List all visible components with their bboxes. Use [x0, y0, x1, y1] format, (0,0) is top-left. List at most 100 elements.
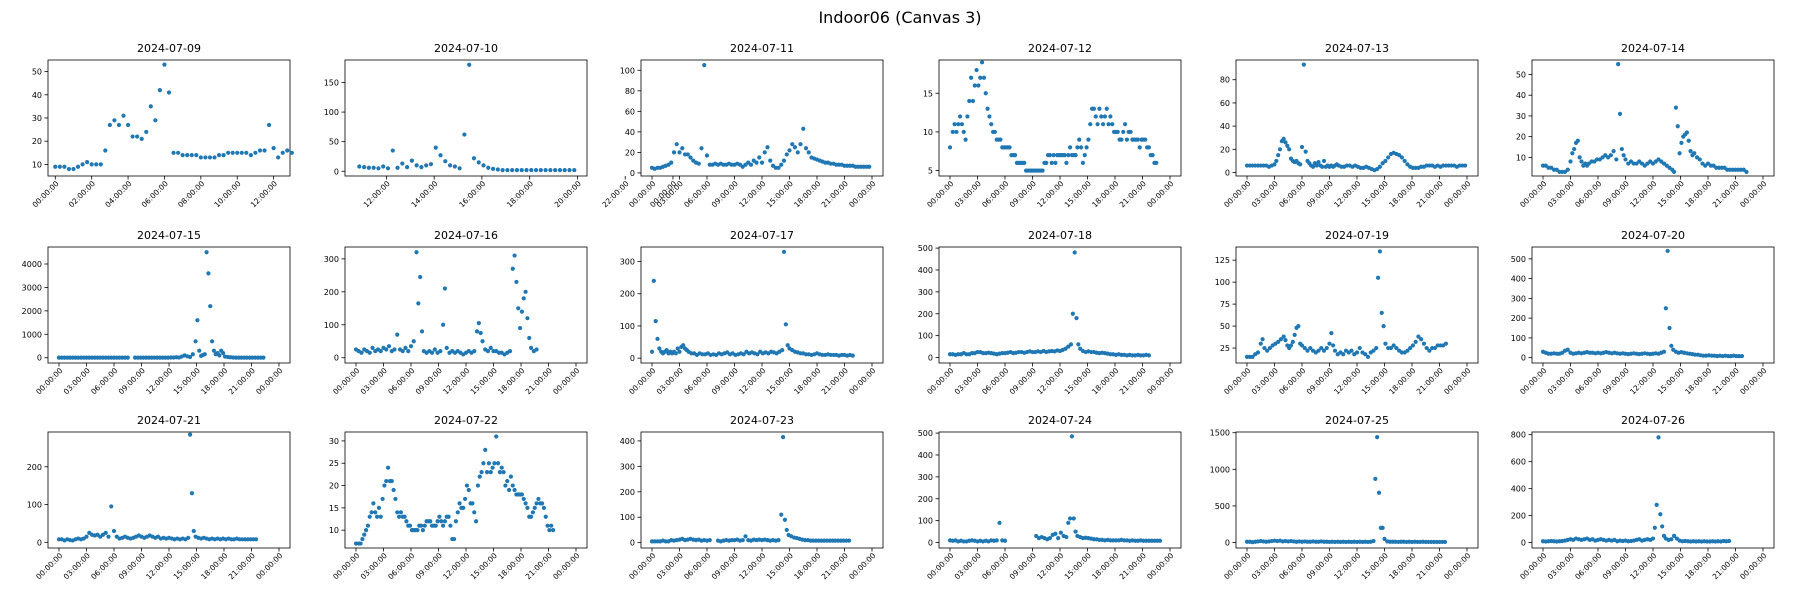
axes-frame — [344, 246, 588, 364]
data-point — [490, 166, 496, 171]
axes-frame — [938, 246, 1182, 364]
x-tick-label: 15:00:00 — [1656, 551, 1686, 581]
y-tick-label: 25 — [1220, 344, 1230, 353]
x-tick-label: 21:00:00 — [820, 366, 850, 396]
data-point — [62, 164, 67, 169]
data-point — [989, 122, 994, 127]
data-point — [385, 465, 391, 470]
data-point — [442, 286, 448, 291]
data-point — [961, 129, 966, 135]
data-point — [1679, 140, 1684, 145]
data-point — [1443, 341, 1449, 346]
data-point — [390, 148, 395, 153]
x-tick-label: 04:00:00 — [103, 179, 133, 209]
data-point — [536, 496, 541, 502]
data-point — [762, 150, 767, 155]
data-point — [994, 538, 999, 543]
subplot-2024-07-17: 2024-07-17010020030000:00:0003:00:0006:0… — [620, 229, 884, 396]
data-point — [792, 145, 798, 150]
y-tick-label: 200 — [918, 310, 933, 319]
x-tick-label: 00:00:00 — [1738, 551, 1768, 581]
x-tick-label: 21:00:00 — [820, 179, 850, 209]
data-point — [478, 330, 483, 336]
x-tick-label: 20:00:00 — [553, 179, 583, 209]
data-point — [195, 318, 200, 323]
x-tick-label: 18:00:00 — [1090, 551, 1120, 581]
x-tick-label: 21:00:00 — [1711, 551, 1741, 581]
data-point — [1283, 338, 1288, 343]
data-point — [1373, 476, 1378, 481]
x-tick-label: 00:00:00 — [925, 179, 955, 209]
data-point — [1421, 341, 1427, 346]
data-point — [1076, 342, 1081, 347]
data-point — [1413, 339, 1418, 345]
data-point — [519, 492, 525, 497]
data-point — [439, 519, 444, 524]
data-point — [1110, 122, 1115, 127]
data-point — [392, 347, 397, 352]
y-tick-label: 300 — [620, 258, 635, 267]
x-tick-label: 00:00:00 — [1145, 551, 1175, 581]
x-tick-label: 03:00:00 — [1546, 551, 1576, 581]
data-point — [432, 347, 437, 352]
y-tick-label: 300 — [918, 473, 933, 482]
data-point — [1375, 275, 1381, 280]
data-point — [1128, 129, 1133, 135]
subplot-2024-07-14: 2024-07-14102030405000:00:0003:00:0006:0… — [1516, 42, 1775, 209]
data-point — [395, 332, 400, 337]
data-point — [109, 504, 114, 509]
y-tick-label: 5 — [928, 167, 933, 176]
data-point — [1658, 512, 1663, 517]
data-point — [1419, 337, 1424, 342]
data-point — [1154, 160, 1159, 165]
x-tick-label: 15:00:00 — [172, 366, 202, 396]
data-point — [217, 353, 222, 358]
y-tick-label: 100 — [918, 517, 933, 526]
x-tick-label: 12:00:00 — [737, 366, 767, 396]
data-point — [1099, 114, 1104, 119]
x-tick-label: 03:00:00 — [359, 366, 389, 396]
x-tick-label: 00:00:00 — [1222, 179, 1252, 209]
data-point — [1260, 337, 1265, 342]
subplot-2024-07-09: 2024-07-09 10 20 30 40 50 00:00:00 02:00:00 04:0… — [31, 42, 294, 209]
data-point — [963, 137, 968, 142]
data-point — [382, 483, 387, 488]
y-tick-label: 15 — [923, 89, 933, 98]
x-tick-label: 10:00:00 — [212, 179, 242, 209]
data-point — [806, 150, 811, 155]
x-tick-label: 21:00:00 — [1415, 179, 1445, 209]
data-point — [1656, 435, 1661, 440]
x-tick-label: 03:00:00 — [953, 179, 983, 209]
data-point — [411, 339, 416, 344]
data-point — [1329, 331, 1334, 336]
data-point — [365, 523, 371, 528]
data-point — [1688, 149, 1693, 154]
x-tick-label: 00:00:00 — [551, 551, 581, 581]
data-point — [1654, 502, 1659, 507]
data-point — [1374, 345, 1379, 351]
data-point — [1650, 536, 1656, 541]
data-point — [776, 538, 781, 543]
data-point — [1265, 348, 1270, 353]
y-tick-label: 300 — [1511, 294, 1526, 303]
data-point — [543, 167, 548, 173]
data-point — [1071, 516, 1076, 521]
x-tick-label: 18:00:00 — [1090, 179, 1120, 209]
data-point — [1070, 311, 1075, 316]
data-point — [1288, 343, 1294, 348]
data-point — [1744, 169, 1749, 174]
data-point — [1402, 158, 1407, 164]
data-point — [202, 352, 207, 357]
data-point — [112, 118, 117, 123]
data-point — [1100, 122, 1106, 127]
data-point — [187, 354, 193, 360]
y-tick-label: 40 — [625, 128, 635, 137]
data-point — [959, 122, 965, 127]
x-tick-label: 06:00:00 — [682, 179, 712, 209]
data-point — [523, 289, 528, 294]
y-tick-label: 1000 — [22, 330, 42, 339]
data-point — [472, 510, 477, 515]
data-point — [197, 348, 202, 353]
data-point — [1044, 160, 1049, 165]
x-tick-label: 09:00:00 — [1601, 179, 1631, 209]
